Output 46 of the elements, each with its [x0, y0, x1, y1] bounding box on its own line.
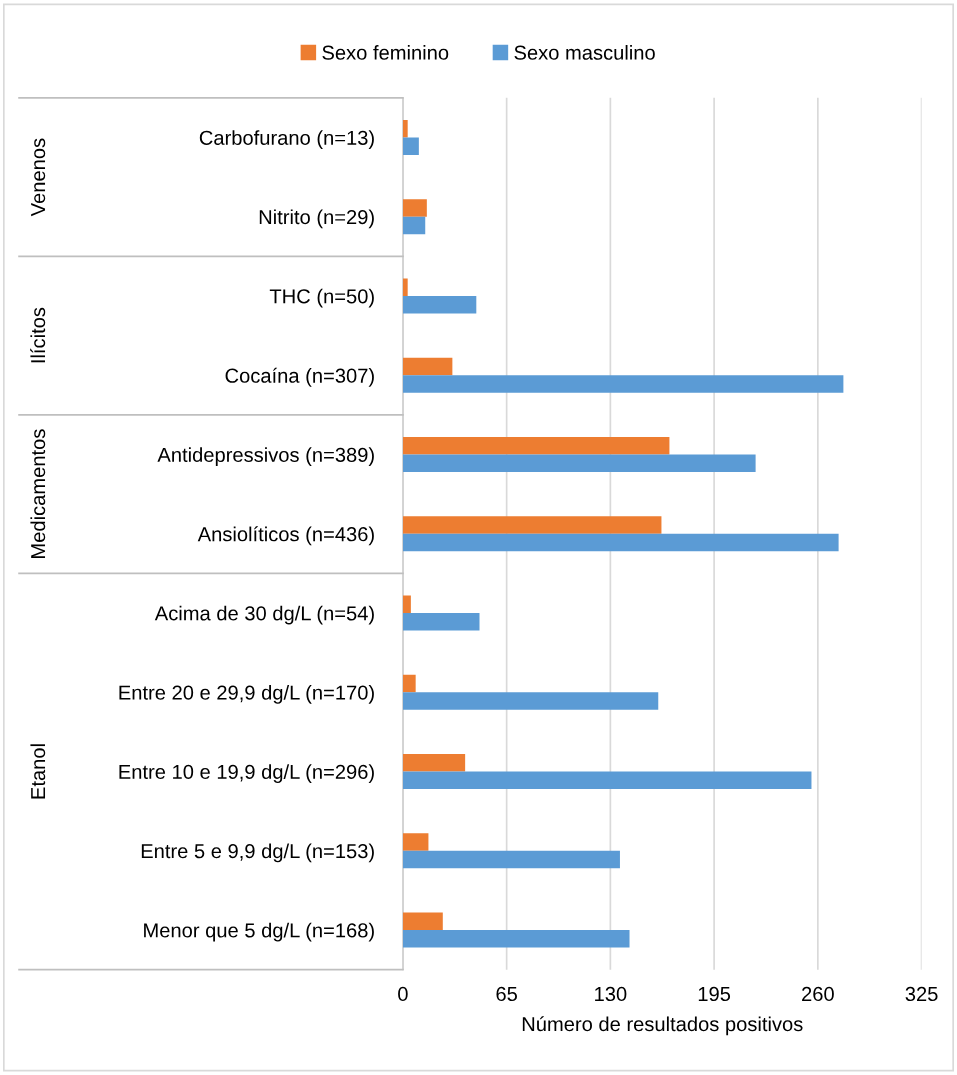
y-tick-label: Cocaína (n=307) [225, 367, 374, 387]
x-tick-label: 130 [595, 986, 627, 1002]
bar [402, 375, 844, 393]
bar [402, 437, 670, 455]
bar [402, 278, 408, 296]
bar [402, 454, 756, 472]
bar [402, 850, 620, 869]
y-tick-label: THC (n=50) [269, 288, 374, 308]
bar [402, 295, 477, 314]
bar [402, 612, 480, 631]
y-tick-label: Menor que 5 dg/L (n=168) [144, 922, 374, 942]
bar [402, 674, 416, 693]
bar [402, 120, 408, 138]
bar [402, 595, 411, 613]
x-tick-label: 0 [398, 986, 408, 1002]
x-tick-label: 260 [802, 986, 834, 1002]
x-tick-label: 195 [698, 986, 731, 1002]
bar [402, 930, 630, 948]
x-axis-title: Número de resultados positivos [522, 1016, 803, 1036]
bar [402, 357, 453, 376]
text: Ilícitos [30, 307, 46, 363]
bar [402, 533, 839, 552]
bar [402, 137, 419, 155]
y-tick-label: Antidepressivos (n=389) [157, 447, 374, 466]
y-tick-label: Carbofurano (n=13) [199, 130, 374, 149]
text: Medicamentos [30, 429, 46, 558]
y-tick-label: Nitrito (n=29) [259, 209, 374, 229]
y-tick-label: Entre 20 e 29,9 dg/L (n=170) [119, 684, 374, 704]
legend-label: Sexo feminino [322, 45, 449, 60]
bar [402, 833, 429, 851]
x-tick-label: 65 [496, 986, 517, 1002]
bar [402, 692, 659, 710]
y-tick-label: Entre 10 e 19,9 dg/L (n=296) [119, 764, 374, 783]
legend-label: Sexo masculino [514, 45, 655, 60]
y-tick-label: Acima de 30 dg/L (n=54) [154, 605, 374, 625]
y-tick-label: Ansiolíticos (n=436) [197, 526, 374, 546]
bar [402, 216, 426, 235]
x-tick-label: 325 [905, 986, 938, 1002]
y-tick-label: Entre 5 e 9,9 dg/L (n=153) [141, 843, 374, 863]
bar [402, 771, 812, 789]
bar [402, 199, 427, 217]
bar [402, 754, 466, 772]
text: Etanol [30, 744, 46, 799]
text: Venenos [31, 138, 46, 217]
bar [402, 516, 662, 534]
bar [402, 912, 443, 931]
